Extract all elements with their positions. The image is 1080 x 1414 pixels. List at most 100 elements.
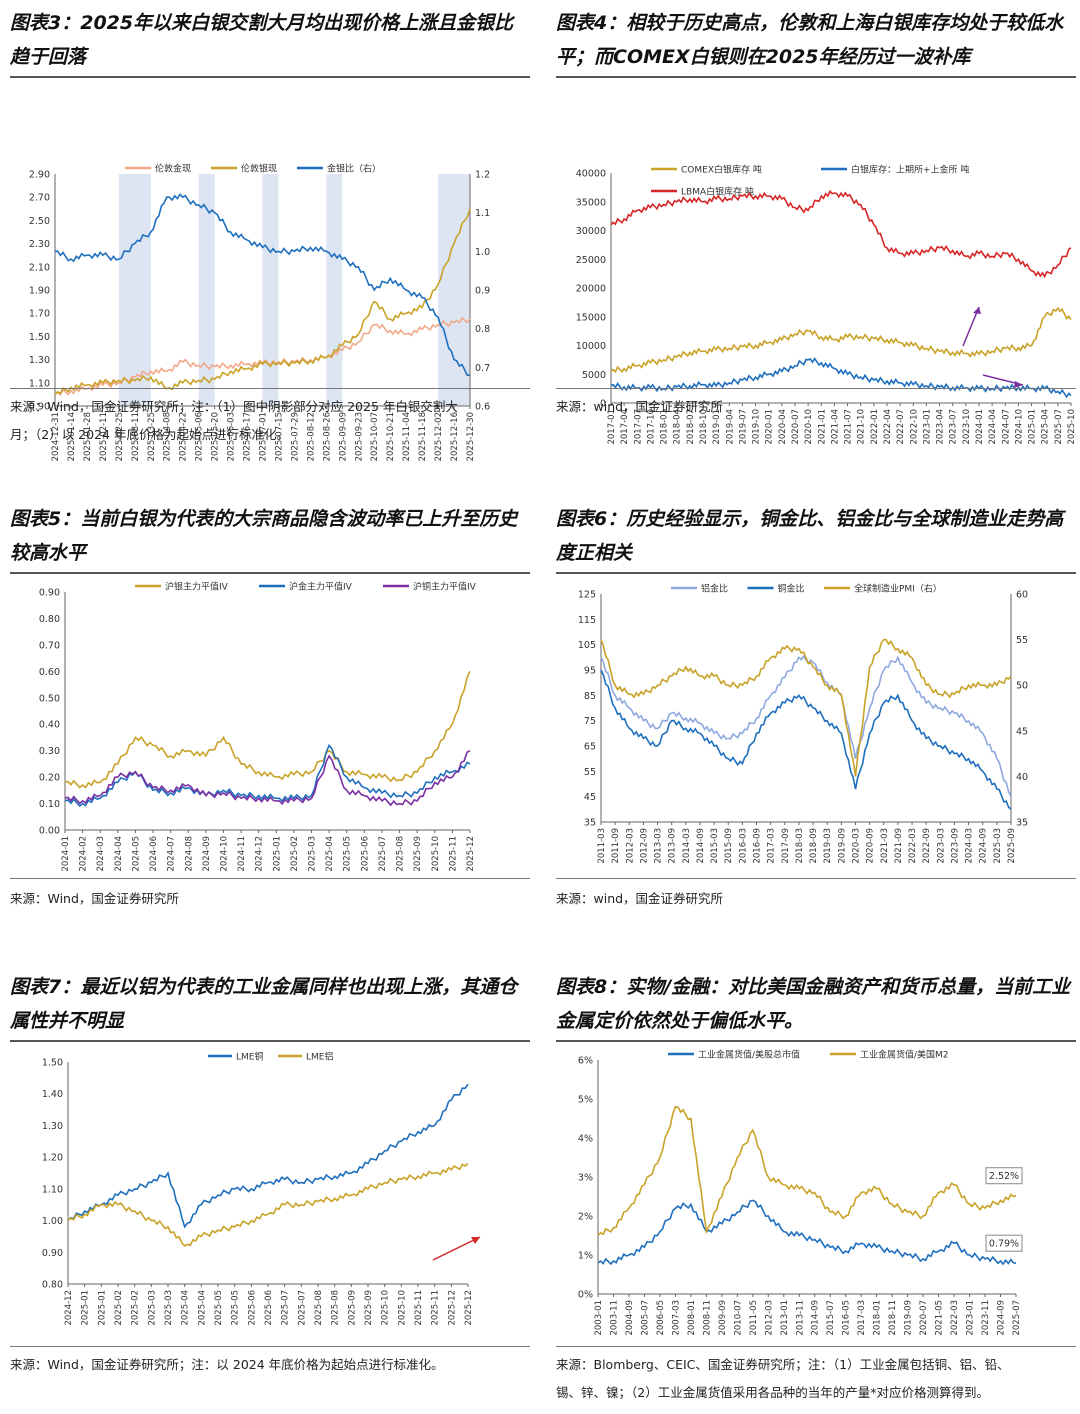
x-tick-label: 2023-03: [936, 828, 946, 864]
x-tick-label: 2025-05: [231, 1290, 241, 1326]
x-tick-label: 2024-09: [202, 836, 212, 872]
shaded-band-3: [326, 174, 343, 406]
arrow-up: [962, 306, 980, 347]
y-tick-label: 40000: [576, 169, 606, 180]
x-tick-label: 2024-06: [149, 836, 159, 872]
y-tick-label: 1%: [578, 1251, 593, 1262]
legend-label: 沪铜主力平值IV: [413, 581, 477, 593]
x-tick-label: 2025-09-09: [338, 412, 348, 461]
x-tick-label: 2025-02-11: [99, 412, 109, 461]
y-tick-label: 85: [584, 691, 596, 702]
y-tick-label: 5%: [578, 1095, 593, 1106]
y2-tick-label: 60: [1016, 590, 1028, 601]
series-line-2: [54, 193, 471, 377]
x-tick-label: 2021-04: [830, 409, 840, 445]
series-line-0: [64, 670, 471, 789]
x-tick-label: 2023-10: [962, 409, 972, 445]
x-tick-label: 2024-01: [61, 836, 71, 872]
series-line-1: [597, 1105, 1017, 1237]
y-tick-label: 2.50: [29, 216, 50, 227]
x-tick-label: 2019-01: [712, 409, 722, 445]
legend-label: COMEX白银库存 吨: [681, 164, 762, 176]
shaded-band-2: [262, 174, 279, 406]
x-tick-label: 2018-04: [673, 409, 683, 445]
x-tick-label: 2022-03: [908, 828, 918, 864]
x-tick-label: 2013-09: [668, 828, 678, 864]
x-tick-label: 2024-08: [184, 836, 194, 872]
y2-tick-label: 1.0: [475, 247, 490, 258]
x-tick-label: 2009-09: [718, 1300, 728, 1336]
x-tick-label: 2024-09: [997, 1300, 1007, 1336]
y2-tick-label: 40: [1016, 772, 1028, 783]
panel-fig5: 图表5：当前白银为代表的大宗商品隐含波动率已上升至历史较高水平 0.90 0.80…: [10, 496, 530, 916]
y2-tick-label: 45: [1016, 726, 1028, 737]
x-tick-label: 2025-01-28: [83, 412, 93, 461]
x-tick-label: 2019-07: [738, 409, 748, 445]
x-tick-label: 2024-12-31: [51, 412, 61, 461]
x-tick-label: 2020-04: [778, 409, 788, 445]
source-line-1: 来源：wind，国金证券研究所: [556, 399, 724, 414]
x-tick-label: 2024-10: [219, 836, 229, 872]
x-tick-label: 2016-03: [738, 828, 748, 864]
x-tick-label: 2023-07: [949, 409, 959, 445]
y-tick-label: 1.10: [29, 378, 50, 389]
x-tick-label: 2025-01: [97, 1290, 107, 1326]
x-tick-label: 2017-04: [620, 409, 630, 445]
x-tick-label: 2017-09: [781, 828, 791, 864]
title-rule: [10, 76, 530, 78]
legend-label: 沪金主力平值IV: [289, 581, 353, 593]
annotation-label: 2.52%: [989, 1171, 1019, 1182]
x-tick-label: 2025-08-26: [322, 412, 332, 461]
source-line-1: 来源：Wind，国金证券研究所: [10, 891, 179, 906]
series-line-0: [67, 1083, 469, 1229]
x-tick-label: 2024-07: [1001, 409, 1011, 445]
y-tick-label: 125: [578, 590, 596, 601]
x-tick-label: 2025-03: [993, 828, 1003, 864]
x-tick-label: 2015-03: [710, 828, 720, 864]
x-tick-label: 2025-11-18: [418, 412, 428, 461]
x-tick-label: 2025-12: [464, 1290, 474, 1326]
arrow-up: [432, 1236, 481, 1261]
y2-tick-label: 0.7: [475, 363, 490, 374]
x-tick-label: 2025-08-12: [306, 412, 316, 461]
y-tick-label: 6%: [578, 1056, 593, 1067]
series-line-1: [54, 208, 471, 395]
y-tick-label: 65: [584, 742, 596, 753]
x-tick-label: 2025-10: [397, 1290, 407, 1326]
annotation-market-cap: 0.79%: [985, 1234, 1023, 1252]
y2-tick-label: 0.6: [475, 402, 490, 413]
source-rule: [10, 388, 530, 389]
x-tick-label: 2025-04-08: [163, 412, 173, 461]
x-tick-label: 2023-01: [966, 1300, 976, 1336]
x-tick-label: 2018-11: [888, 1300, 898, 1336]
chart-fig5: 0.90 0.80 0.70 0.60 0.50 0.40 0.30 0.20 0.10 0.00…: [39, 581, 477, 872]
chart-fig6: 125115105958575655545356055504540352011-…: [578, 583, 1028, 864]
title-rule: [10, 572, 530, 574]
panel-title: 图表5：当前白银为代表的大宗商品隐含波动率已上升至历史较高水平: [10, 508, 518, 564]
x-tick-label: 2025-08: [331, 1290, 341, 1326]
x-tick-label: 2012-03: [764, 1300, 774, 1336]
x-tick-label: 2025-06: [360, 836, 370, 872]
y-tick-label: 0.50: [39, 693, 60, 704]
y-tick-label: 4%: [578, 1134, 593, 1145]
x-tick-label: 2025-11: [431, 1290, 441, 1326]
x-tick-label: 2024-05: [131, 836, 141, 872]
title-rule: [10, 1040, 530, 1042]
x-tick-label: 2025-03: [164, 1290, 174, 1326]
x-tick-label: 2022-07: [896, 409, 906, 445]
x-tick-label: 2025-07-15: [274, 412, 284, 461]
y-tick-label: 0.90: [39, 588, 60, 599]
x-tick-label: 2011-09: [611, 828, 621, 864]
panel-fig4: 图表4：相较于历史高点，伦敦和上海白银库存均处于较低水平；而COMEX白银则在2…: [556, 0, 1077, 460]
y-tick-label: 0%: [578, 1290, 593, 1301]
x-tick-label: 2023-04: [936, 409, 946, 445]
y-tick-label: 1.30: [29, 355, 50, 366]
annotation-box: [985, 1167, 1023, 1185]
x-tick-label: 2025-10: [1067, 409, 1077, 445]
y-tick-label: 0.40: [39, 720, 60, 731]
y-tick-label: 2.30: [29, 239, 50, 250]
x-tick-label: 2025-10: [431, 836, 441, 872]
x-tick-label: 2025-06: [247, 1290, 257, 1326]
x-tick-label: 2010-07: [733, 1300, 743, 1336]
